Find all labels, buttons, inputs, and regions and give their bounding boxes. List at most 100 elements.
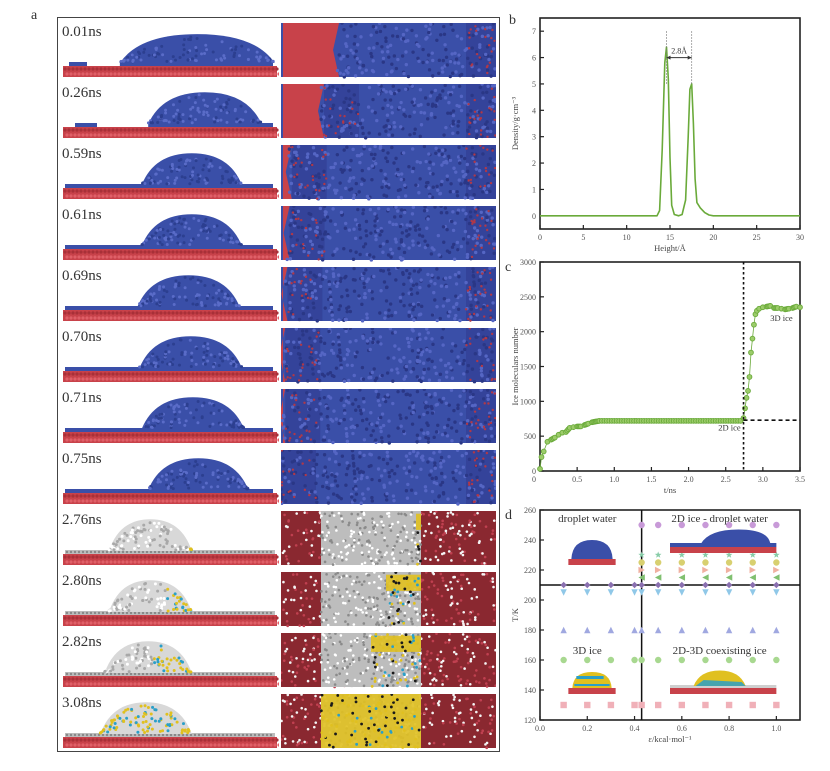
data-point bbox=[749, 656, 756, 664]
top-view-snapshot bbox=[281, 389, 496, 445]
data-point bbox=[638, 626, 645, 634]
x-tick-label: 3.0 bbox=[758, 475, 768, 484]
x-tick-label: 1.0 bbox=[609, 475, 619, 484]
side-view-snapshot bbox=[63, 458, 279, 504]
distance-annotation: 2.8Å bbox=[671, 47, 687, 56]
data-point bbox=[638, 574, 645, 581]
data-point bbox=[638, 566, 645, 574]
panel-label-a: a bbox=[31, 8, 38, 23]
side-view-snapshot bbox=[63, 92, 279, 138]
chart-b: 0 5 10 15 20 25 30 0 1 2 3 4 5 6 7 Height/Å Density/g·cm… bbox=[510, 17, 804, 253]
data-point bbox=[584, 589, 591, 596]
phase-region-label: 2D-3D coexisting ice bbox=[673, 645, 767, 657]
data-point bbox=[638, 656, 645, 664]
data-point bbox=[725, 566, 733, 574]
data-point bbox=[584, 581, 591, 589]
data-point bbox=[749, 701, 756, 709]
y-axis-label: Ice moleculars number bbox=[510, 327, 520, 405]
data-point bbox=[678, 701, 686, 709]
side-view-snapshot bbox=[63, 336, 279, 382]
data-point bbox=[702, 551, 709, 558]
data-point bbox=[773, 626, 780, 634]
data-point bbox=[725, 551, 733, 558]
top-view-snapshot bbox=[281, 694, 496, 750]
time-label: 0.70ns bbox=[62, 329, 102, 345]
data-point bbox=[678, 559, 686, 566]
y-tick-label: 240 bbox=[524, 536, 536, 545]
y-tick-label: 1500 bbox=[520, 363, 536, 372]
data-point bbox=[702, 566, 709, 574]
ice-region bbox=[386, 574, 421, 591]
data-point bbox=[678, 626, 686, 634]
y-tick-label: 200 bbox=[524, 596, 536, 605]
data-point bbox=[773, 701, 780, 709]
data-point bbox=[638, 589, 645, 596]
exposed-substrate bbox=[283, 145, 292, 199]
time-label: 0.61ns bbox=[62, 207, 102, 223]
y-tick-label: 2000 bbox=[520, 328, 536, 337]
data-point bbox=[631, 701, 638, 709]
data-point bbox=[638, 701, 645, 709]
substrate-layer bbox=[63, 615, 277, 626]
top-view-snapshot bbox=[281, 206, 496, 262]
droplet bbox=[148, 92, 262, 124]
y-tick-label: 260 bbox=[524, 506, 536, 515]
top-view-snapshot bbox=[281, 328, 496, 384]
substrate-layer bbox=[63, 432, 277, 443]
y-tick-label: 4 bbox=[532, 106, 536, 115]
exposed-substrate bbox=[281, 267, 288, 321]
data-point bbox=[678, 581, 686, 589]
data-point bbox=[678, 551, 686, 558]
data-point bbox=[654, 521, 662, 529]
data-point bbox=[654, 566, 662, 574]
droplet bbox=[137, 275, 240, 307]
data-point bbox=[773, 521, 780, 529]
data-point bbox=[654, 656, 662, 664]
panel-label-d: d bbox=[505, 508, 512, 523]
substrate-layer bbox=[63, 493, 277, 504]
data-point bbox=[654, 574, 662, 581]
snapshot-row: 0.69ns bbox=[58, 265, 498, 326]
data-point bbox=[654, 559, 662, 566]
x-tick-label: 0.0 bbox=[535, 724, 545, 733]
time-label: 0.59ns bbox=[62, 146, 102, 162]
side-view-snapshot bbox=[63, 702, 279, 748]
droplet bbox=[108, 519, 192, 551]
top-view-snapshot bbox=[281, 23, 496, 79]
snapshot-row: 0.70ns bbox=[58, 326, 498, 387]
data-point bbox=[748, 349, 754, 356]
y-tick-label: 220 bbox=[524, 566, 536, 575]
droplet-water-inset bbox=[568, 540, 616, 565]
top-view-snapshot bbox=[281, 633, 496, 689]
2d3d-ice-inset bbox=[670, 670, 777, 694]
data-point bbox=[678, 521, 686, 529]
time-label: 2.76ns bbox=[62, 512, 102, 528]
ice-region bbox=[416, 513, 421, 530]
data-point bbox=[749, 521, 756, 529]
droplet bbox=[148, 458, 249, 490]
panel-label-c: c bbox=[505, 260, 511, 275]
y-tick-label: 180 bbox=[524, 626, 536, 635]
data-point bbox=[552, 434, 558, 441]
top-view-snapshot bbox=[281, 572, 496, 628]
droplet bbox=[139, 336, 242, 368]
water-film bbox=[65, 428, 273, 432]
ice-region bbox=[321, 694, 421, 748]
x-tick-label: 20 bbox=[709, 233, 717, 242]
data-point bbox=[654, 589, 662, 596]
time-label: 0.01ns bbox=[62, 24, 102, 40]
x-tick-label: 0.8 bbox=[724, 724, 734, 733]
side-view-snapshot bbox=[63, 519, 279, 565]
data-point bbox=[745, 388, 751, 394]
water-film bbox=[65, 245, 273, 249]
exposed-substrate bbox=[281, 328, 286, 382]
data-point bbox=[654, 551, 662, 558]
data-point bbox=[538, 454, 545, 460]
data-point bbox=[751, 321, 757, 328]
x-tick-label: 2.0 bbox=[684, 475, 694, 484]
data-point bbox=[725, 656, 733, 664]
top-view-snapshot bbox=[281, 145, 496, 201]
data-point bbox=[773, 581, 780, 589]
data-point bbox=[773, 566, 780, 574]
time-label: 2.82ns bbox=[62, 634, 102, 650]
